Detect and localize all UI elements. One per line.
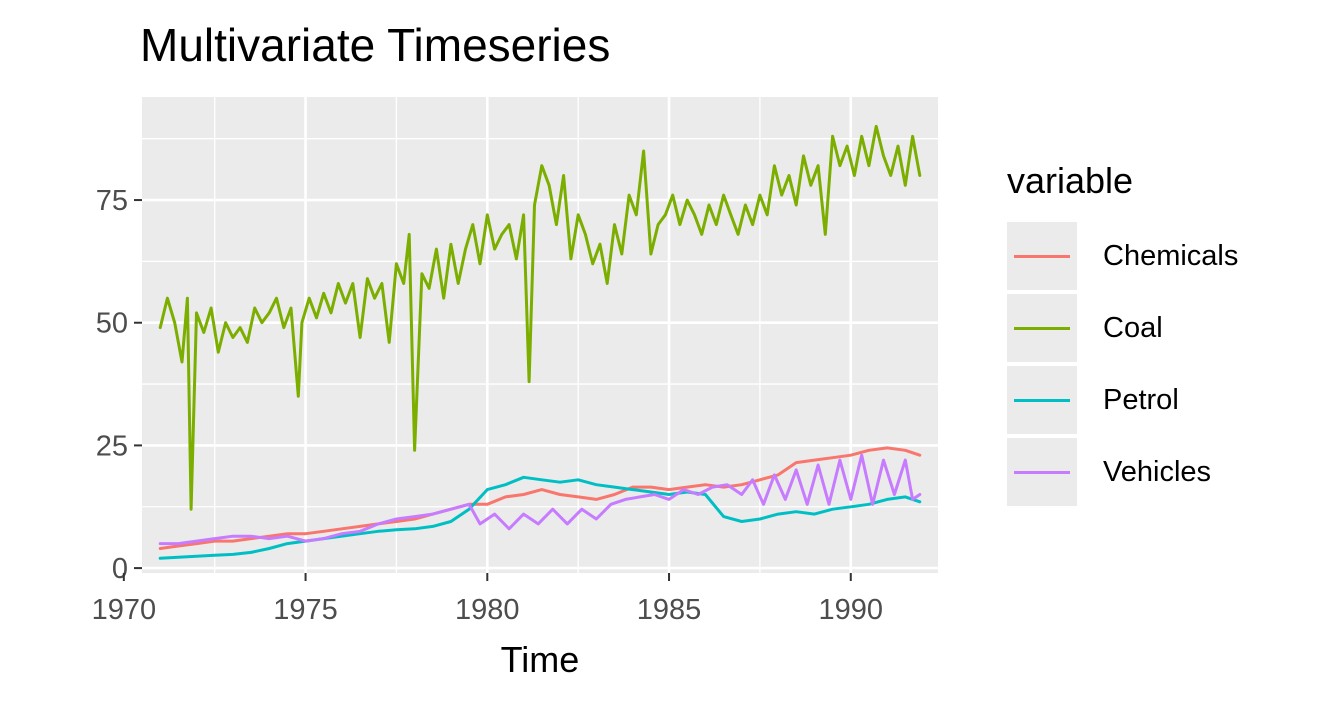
y-tick-label: 25 <box>96 430 128 462</box>
y-tick-label: 75 <box>96 185 128 217</box>
series-lines <box>158 124 922 560</box>
x-tick-label: 1980 <box>455 594 520 626</box>
legend-item-petrol: Petrol <box>1007 364 1238 436</box>
y-tick-label: 50 <box>96 308 128 340</box>
legend-key <box>1007 438 1077 506</box>
legend-label: Petrol <box>1103 383 1179 416</box>
legend-label: Vehicles <box>1103 455 1212 488</box>
chart-title: Multivariate Timeseries <box>140 19 611 71</box>
legend-swatch <box>1014 471 1070 474</box>
x-tick-label: 1975 <box>273 594 338 626</box>
y-tick-label: 0 <box>112 553 128 585</box>
x-axis-title: Time <box>501 639 580 680</box>
legend-label: Chemicals <box>1103 239 1239 272</box>
legend-swatch <box>1014 399 1070 402</box>
legend-swatch <box>1014 255 1070 258</box>
legend-key <box>1007 366 1077 434</box>
legend-item-chemicals: Chemicals <box>1007 220 1238 292</box>
series-line-petrol <box>158 475 922 560</box>
legend-label: Coal <box>1103 311 1163 344</box>
major-gridlines <box>142 97 938 573</box>
y-axis: 0 25 50 75 <box>96 185 142 585</box>
legend-key <box>1007 222 1077 290</box>
legend: variable Chemicals Coal Petrol Vehicles <box>1007 160 1238 508</box>
legend-items: Chemicals Coal Petrol Vehicles <box>1007 220 1238 508</box>
x-axis: 1970 1975 1980 1985 1990 <box>92 573 883 626</box>
series-line-coal <box>158 124 922 511</box>
x-tick-label: 1970 <box>92 594 157 626</box>
x-tick-label: 1985 <box>637 594 702 626</box>
legend-item-coal: Coal <box>1007 292 1238 364</box>
legend-title: variable <box>1007 160 1134 201</box>
legend-item-vehicles: Vehicles <box>1007 436 1238 508</box>
legend-key <box>1007 294 1077 362</box>
series-line-chemicals <box>158 446 922 550</box>
legend-swatch <box>1014 327 1070 330</box>
series-line-vehicles <box>158 453 922 546</box>
x-tick-label: 1990 <box>819 594 884 626</box>
